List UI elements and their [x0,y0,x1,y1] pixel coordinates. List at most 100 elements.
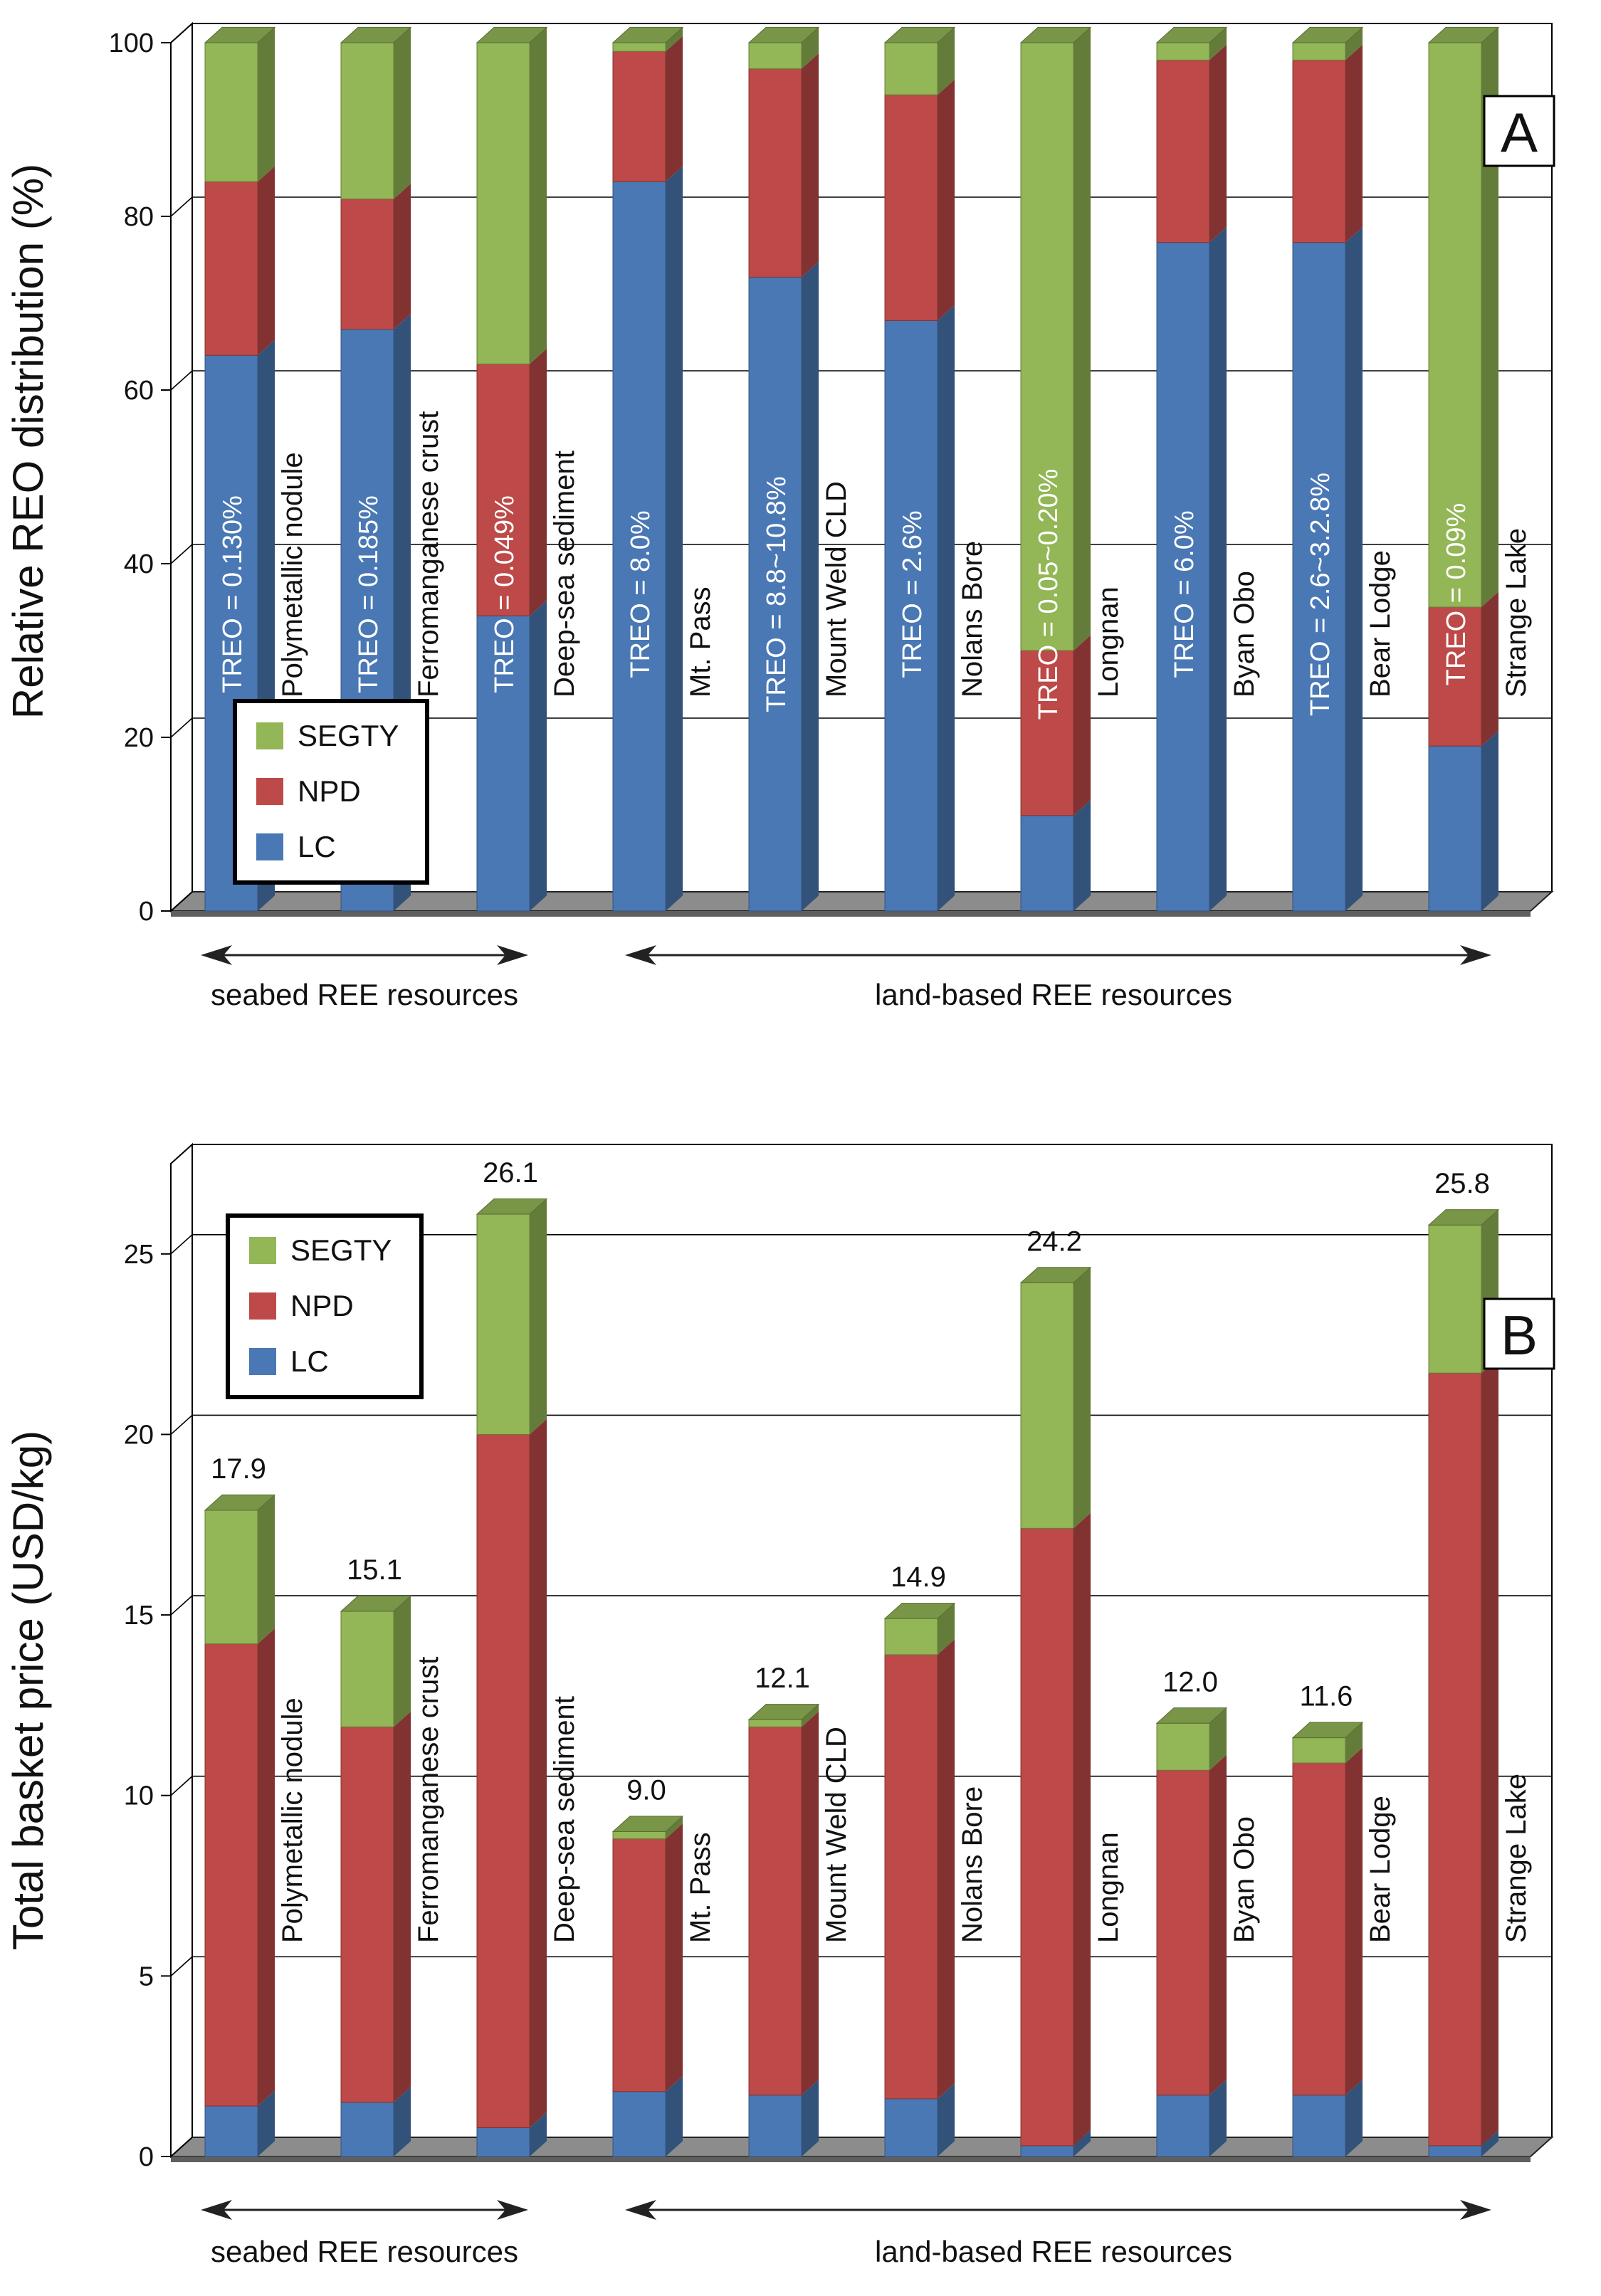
gridline-side [170,196,193,217]
group-label-seabed: seabed REE resources [211,2235,518,2268]
bar-segment-npd [1292,1762,1346,2096]
bar-stack [883,1603,956,2157]
bar-side-npd [1345,44,1363,243]
chart-panel-A: 0 20 40 60 80 100 Relative REO distribution (%… [4,21,1555,1011]
bar-stack [1427,1209,1500,2157]
bar-top [204,1494,276,1511]
bar-side-npd [802,53,819,278]
bar-side-npd [1481,591,1498,747]
bar-segment-segty [204,42,258,182]
bar-side-npd [258,1628,275,2106]
legend-swatch-npd [249,1292,276,1320]
bar-segment-npd [1156,1769,1210,2096]
bar-side-npd [1345,1747,1363,2095]
total-label: 9.0 [626,1774,666,1806]
bar-side-segty [1209,1707,1227,1771]
category-label: Deep-sea sediment [549,451,580,697]
y-tick-label: 25 [124,1240,154,1270]
arrow-head [497,2200,528,2220]
bar-top [1155,1707,1228,1724]
bar-segment-segty [1292,42,1346,60]
bar-segment-npd [1428,1372,1482,2147]
panel-label-box [1483,1297,1555,1370]
y-tick-label: 15 [124,1601,154,1631]
bar-segment-segty [204,1510,258,1645]
bar-side-npd [1074,1512,1091,2146]
total-label: 17.9 [211,1453,266,1485]
legend-label: SEGTY [298,719,399,752]
bar-side-lc [1481,730,1498,911]
bar-side-segty [258,1495,275,1644]
category-label: Strange Lake [1501,1774,1532,1943]
bar-side-lc [1209,2080,1227,2157]
bar-side-lc [938,2083,955,2157]
arrow-head [1460,945,1491,965]
bar-segment-lc [884,320,938,912]
bar-side-npd [394,1711,411,2102]
gridline-side [170,544,193,564]
y-tick-label: 40 [124,549,154,579]
category-label: Polymetallic nodule [277,1697,308,1943]
bar-side-npd [394,184,411,330]
bar-segment-segty [884,42,938,95]
bar-side-lc [802,261,819,911]
bar-side-segty [530,1199,547,1435]
arrow-head [201,945,232,965]
bar-stack [611,26,684,912]
bar-segment-segty [748,42,802,70]
bar-side-npd [802,1711,819,2095]
bar-top [611,26,684,43]
bar-segment-npd [1292,59,1346,243]
bar-side-lc [666,166,683,912]
y-tick-label: 20 [124,723,154,753]
arrow-head [625,945,656,965]
bar-top [1427,1209,1500,1226]
category-label: Mt. Pass [685,586,716,697]
category-label: Polymetallic nodule [277,452,308,697]
gridline-side [170,1234,193,1255]
bar-side-segty [530,27,547,364]
bar-side-segty [938,1603,955,1655]
group-label-seabed: seabed REE resources [211,978,518,1011]
chart-floor-edge [171,911,1531,917]
category-label: Ferromanganese crust [413,1657,444,1943]
treo-label: TREO = 2.6~3.2.8% [1306,473,1335,716]
bar-segment-segty [1292,1737,1346,1764]
category-label: Ferromanganese crust [413,411,444,697]
bar-top [340,1595,412,1612]
bar-segment-lc [476,615,530,912]
bar-segment-npd [1156,59,1210,243]
bar-side-npd [938,1639,955,2099]
legend-swatch-segty [256,722,283,749]
bar-segment-segty [884,1618,938,1655]
bar-segment-segty [1020,42,1074,651]
bar-side-npd [1209,44,1227,243]
chart-floor-edge [171,2157,1531,2162]
bar-segment-lc [204,2105,258,2157]
category-label: Byan Obo [1229,1816,1260,1943]
bar-side-npd [1481,1357,1498,2146]
bar-segment-npd [340,1726,394,2103]
legend-label: LC [298,830,336,863]
total-label: 11.6 [1300,1681,1353,1712]
category-label: Longnan [1093,1832,1124,1943]
bar-segment-lc [1156,2095,1210,2157]
bar-stack [1155,26,1228,912]
gridline-side [170,717,193,738]
y-tick-label: 0 [139,2142,154,2172]
bar-segment-npd [612,51,666,182]
bar-side-npd [530,348,547,616]
y-tick-label: 100 [109,28,154,58]
total-label: 26.1 [483,1157,538,1189]
y-tick-label: 80 [124,202,154,232]
bar-top [476,1198,548,1215]
bar-segment-npd [1020,650,1074,816]
bar-segment-npd [612,1838,666,2092]
bar-top [883,26,956,43]
bar-side-segty [1481,27,1498,607]
category-label: Nolans Bore [957,1786,988,1943]
bar-segment-lc [884,2098,938,2157]
bar-segment-lc [612,2091,666,2157]
bar-segment-segty [612,42,666,52]
legend-swatch-npd [256,778,283,805]
